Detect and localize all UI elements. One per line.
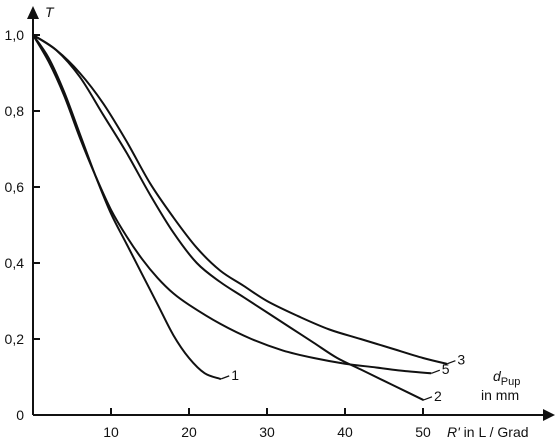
series-leader-3 [447,360,456,365]
series-leader-2 [423,396,433,401]
x-tick-label: 40 [337,424,353,440]
x-axis-arrow-icon [543,409,555,421]
y-tick-label: 1,0 [5,27,25,43]
series-leader-5 [431,369,441,374]
x-tick-label: 30 [259,424,275,440]
legend-title-symbol: d [493,368,502,384]
series-curve-1 [32,34,222,380]
x-ticks: 10 20 30 40 50 [103,408,431,440]
x-tick-label: 50 [415,424,431,440]
y-tick-label: 0,8 [5,103,25,119]
legend-title-symbol-line: dPup [493,368,520,388]
series-leader-1 [220,375,230,380]
series-label-2: 2 [434,388,442,404]
y-ticks: 0 0,2 0,4 0,6 0,8 1,0 [5,27,40,423]
x-axis-label-unit: in L / Grad [460,424,529,440]
curves [32,34,448,401]
x-axis-label: R' in L / Grad [447,424,529,440]
x-tick-label: 10 [103,424,119,440]
legend-title-unit: in mm [481,387,519,403]
x-tick-label: 20 [181,424,197,440]
y-axis-label: T [45,4,55,20]
series-label-1: 1 [231,367,239,383]
series-labels: 1 2 35 [220,352,465,404]
x-axis-label-symbol: R' [447,424,461,440]
gridless-plot [27,6,555,421]
series-curve-5 [32,34,432,375]
y-tick-label: 0,2 [5,331,25,347]
y-tick-label: 0,6 [5,179,25,195]
series-curve-2 [32,34,424,401]
y-tick-label: 0,4 [5,255,25,271]
y-axis-arrow-icon [27,6,39,19]
y-tick-label: 0 [16,407,24,423]
series-curve-3 [32,34,448,365]
legend-title: dPup in mm [481,368,520,403]
legend-title-subscript: Pup [501,376,521,388]
series-label-3: 3 [457,352,465,368]
series-label-5: 5 [442,361,450,377]
